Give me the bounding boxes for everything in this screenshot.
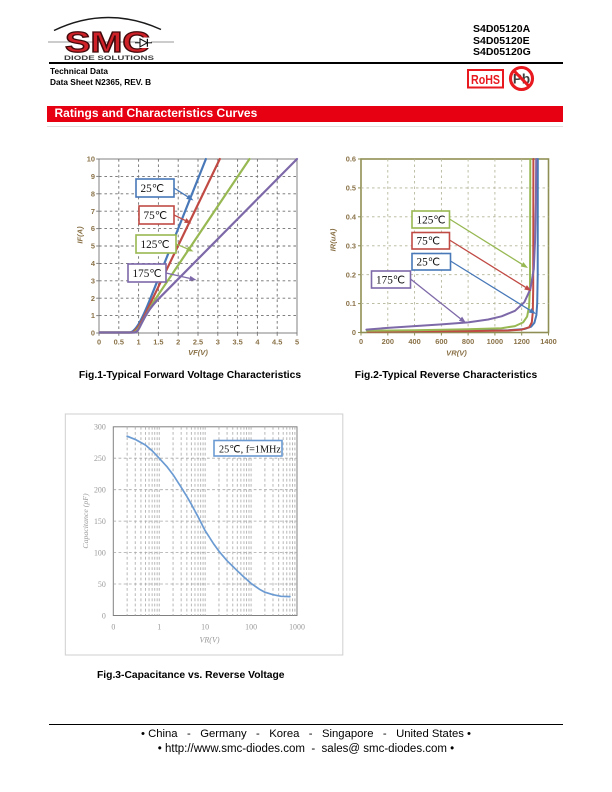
svg-text:1: 1 xyxy=(157,623,161,632)
svg-text:DIODE SOLUTIONS: DIODE SOLUTIONS xyxy=(64,55,154,62)
svg-text:75℃: 75℃ xyxy=(417,236,441,248)
svg-text:75℃: 75℃ xyxy=(144,210,168,222)
svg-text:6: 6 xyxy=(91,224,95,233)
svg-text:100: 100 xyxy=(94,548,106,557)
svg-text:3: 3 xyxy=(216,338,220,347)
svg-text:50: 50 xyxy=(98,580,106,589)
svg-text:200: 200 xyxy=(382,337,394,346)
svg-text:175℃: 175℃ xyxy=(376,274,405,286)
svg-text:9: 9 xyxy=(91,172,95,181)
svg-text:4: 4 xyxy=(255,338,260,347)
svg-text:4.5: 4.5 xyxy=(272,338,282,347)
svg-text:0.3: 0.3 xyxy=(346,241,356,250)
svg-text:150: 150 xyxy=(94,517,106,526)
svg-text:1: 1 xyxy=(137,338,141,347)
svg-text:1: 1 xyxy=(91,311,95,320)
svg-text:25℃: 25℃ xyxy=(141,183,165,195)
svg-text:0.2: 0.2 xyxy=(346,270,356,279)
svg-text:8: 8 xyxy=(91,189,95,198)
svg-text:VR(V): VR(V) xyxy=(446,349,467,358)
svg-text:0.5: 0.5 xyxy=(114,338,124,347)
svg-text:800: 800 xyxy=(462,337,474,346)
svg-text:3.5: 3.5 xyxy=(232,338,242,347)
svg-text:0: 0 xyxy=(111,623,115,632)
svg-text:1200: 1200 xyxy=(513,337,529,346)
svg-text:200: 200 xyxy=(94,486,106,495)
svg-text:10: 10 xyxy=(201,623,209,632)
svg-text:0.6: 0.6 xyxy=(346,155,356,164)
svg-text:0: 0 xyxy=(352,328,356,337)
svg-text:300: 300 xyxy=(94,423,106,432)
svg-text:1000: 1000 xyxy=(289,623,305,632)
svg-text:175℃: 175℃ xyxy=(133,268,162,280)
svg-text:2.5: 2.5 xyxy=(193,338,203,347)
svg-text:100: 100 xyxy=(245,623,257,632)
svg-text:2: 2 xyxy=(176,338,180,347)
svg-text:2: 2 xyxy=(91,294,95,303)
svg-text:0: 0 xyxy=(102,611,106,620)
svg-text:RoHS: RoHS xyxy=(471,72,500,87)
svg-text:5: 5 xyxy=(91,242,95,251)
svg-text:7: 7 xyxy=(91,207,95,216)
svg-text:0: 0 xyxy=(97,338,101,347)
svg-text:125℃: 125℃ xyxy=(141,239,170,251)
svg-text:VR(V): VR(V) xyxy=(200,636,220,645)
svg-text:Capacitance (pF): Capacitance (pF) xyxy=(81,493,90,549)
svg-text:5: 5 xyxy=(295,338,299,347)
svg-text:1000: 1000 xyxy=(487,337,503,346)
svg-text:125℃: 125℃ xyxy=(417,214,446,226)
svg-text:1.5: 1.5 xyxy=(153,338,163,347)
svg-text:VF(V): VF(V) xyxy=(188,348,208,357)
svg-text:IF(A): IF(A) xyxy=(76,226,85,244)
svg-text:3: 3 xyxy=(91,276,95,285)
svg-text:10: 10 xyxy=(87,155,95,164)
svg-text:600: 600 xyxy=(435,337,447,346)
svg-text:400: 400 xyxy=(408,337,420,346)
svg-text:IR(uA): IR(uA) xyxy=(329,228,338,251)
svg-text:4: 4 xyxy=(91,259,96,268)
svg-text:0: 0 xyxy=(359,337,363,346)
svg-text:25℃: 25℃ xyxy=(417,257,441,269)
svg-text:0.5: 0.5 xyxy=(346,184,356,193)
svg-text:0: 0 xyxy=(91,329,95,338)
svg-text:250: 250 xyxy=(94,454,106,463)
svg-text:0.4: 0.4 xyxy=(346,212,357,221)
svg-text:0.1: 0.1 xyxy=(346,299,356,308)
svg-text:1400: 1400 xyxy=(540,337,556,346)
svg-text:SMC: SMC xyxy=(65,27,150,59)
svg-text:25℃, f=1MHz: 25℃, f=1MHz xyxy=(219,444,281,455)
